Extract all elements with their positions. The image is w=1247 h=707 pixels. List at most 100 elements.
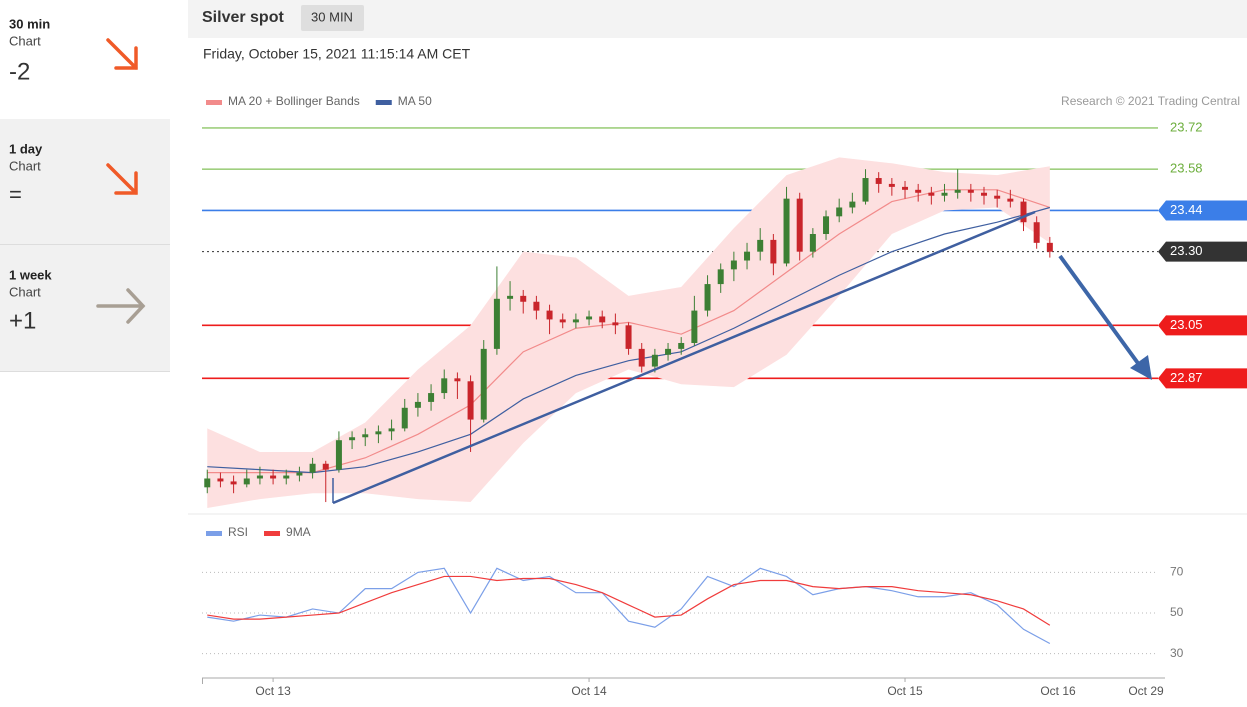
candle-body bbox=[454, 378, 461, 382]
candle-body bbox=[612, 322, 619, 326]
candle-body bbox=[717, 269, 724, 285]
legend-label: MA 20 + Bollinger Bands bbox=[228, 94, 360, 108]
candle-body bbox=[362, 434, 369, 438]
candle-body bbox=[480, 348, 487, 420]
panel[interactable] bbox=[0, 0, 170, 118]
candle-body bbox=[283, 475, 290, 479]
candle-body bbox=[783, 198, 790, 264]
candle-body bbox=[1020, 201, 1027, 223]
line bbox=[207, 575, 1051, 626]
candle-body bbox=[414, 401, 421, 408]
candle-body bbox=[428, 393, 435, 402]
candle-body bbox=[309, 463, 316, 473]
title: Silver spot bbox=[202, 9, 284, 26]
level-tag bbox=[1158, 315, 1247, 336]
y-tick-label: 30 bbox=[1170, 646, 1184, 660]
timestamp: Friday, October 15, 2021 11:15:14 AM CET bbox=[203, 46, 471, 62]
candle-body bbox=[651, 354, 658, 367]
line bbox=[207, 567, 1051, 645]
level-tag bbox=[1158, 368, 1247, 389]
trend-line bbox=[332, 210, 1036, 505]
candle-body bbox=[981, 192, 988, 196]
candle-body bbox=[809, 234, 816, 252]
candle-body bbox=[757, 239, 764, 252]
label: Chart bbox=[9, 158, 41, 173]
x-tick-label: Oct 15 bbox=[887, 684, 923, 698]
legend-label: RSI bbox=[228, 525, 248, 539]
legend-swatch bbox=[206, 100, 222, 105]
candle-body bbox=[770, 239, 777, 264]
candle-body bbox=[349, 437, 356, 441]
level-label: 22.87 bbox=[1170, 370, 1203, 385]
candle-body bbox=[1046, 242, 1053, 252]
interval-button[interactable] bbox=[301, 5, 364, 31]
candle-body bbox=[599, 316, 606, 323]
y-tick-label: 50 bbox=[1170, 605, 1184, 619]
candle-body bbox=[967, 189, 974, 193]
legend-label: 9MA bbox=[286, 525, 311, 539]
candle-body bbox=[441, 378, 448, 394]
candle-body bbox=[915, 189, 922, 193]
legend-swatch bbox=[375, 100, 392, 105]
candle-body bbox=[243, 478, 250, 485]
candle-body bbox=[1033, 222, 1040, 243]
candle-body bbox=[928, 192, 935, 196]
candle-body bbox=[586, 316, 593, 320]
arrow-icon bbox=[96, 288, 146, 324]
candle-body bbox=[559, 319, 566, 323]
label: Chart bbox=[9, 284, 41, 299]
x-tick-label: Oct 16 bbox=[1040, 684, 1076, 698]
legend-label: MA 50 bbox=[398, 94, 432, 108]
candle-body bbox=[862, 178, 869, 202]
score: = bbox=[9, 182, 22, 207]
candle-body bbox=[902, 186, 909, 190]
candle-body bbox=[849, 201, 856, 208]
candle-body bbox=[533, 301, 540, 311]
candle-body bbox=[493, 298, 500, 349]
interval[interactable]: 30 MIN bbox=[311, 9, 353, 24]
legend-swatch bbox=[206, 531, 222, 536]
panel[interactable] bbox=[0, 119, 170, 244]
candle-body bbox=[704, 284, 711, 311]
x-tick-label: Oct 29 bbox=[1128, 684, 1164, 698]
candle-body bbox=[375, 431, 382, 435]
legend-swatch bbox=[264, 531, 281, 536]
candle-body bbox=[546, 310, 553, 320]
period: 1 day bbox=[9, 141, 43, 156]
candle-body bbox=[625, 325, 632, 349]
level-label: 23.05 bbox=[1170, 317, 1203, 332]
candle-body bbox=[954, 189, 961, 193]
label: Chart bbox=[9, 33, 41, 48]
candle-body bbox=[296, 472, 303, 476]
candle-body bbox=[507, 295, 514, 299]
x-tick-label: Oct 13 bbox=[255, 684, 291, 698]
arrow-icon bbox=[106, 38, 138, 195]
candle-body bbox=[217, 478, 224, 482]
plot: MA 20 + Bollinger Bands MA 50 23.72 23.58 23… bbox=[202, 94, 1247, 698]
candle-body bbox=[836, 207, 843, 217]
candle-body bbox=[388, 428, 395, 432]
candle-body bbox=[256, 475, 263, 479]
candle-body bbox=[744, 251, 751, 261]
forecast-arrow bbox=[1058, 254, 1142, 368]
candle-body bbox=[888, 183, 895, 187]
level-tag bbox=[1158, 200, 1247, 221]
candle-body bbox=[401, 407, 408, 429]
candle-body bbox=[467, 381, 474, 420]
forecast-arrow bbox=[1130, 355, 1152, 380]
level-label: 23.72 bbox=[1170, 119, 1203, 134]
candle-body bbox=[230, 481, 237, 485]
x-tick-label: Oct 14 bbox=[571, 684, 607, 698]
candle-body bbox=[572, 319, 579, 323]
candle-body bbox=[875, 178, 882, 184]
period: 30 min bbox=[9, 16, 50, 31]
candle-body bbox=[322, 463, 329, 470]
candle-body bbox=[678, 342, 685, 349]
candle-body bbox=[994, 195, 1001, 199]
candle-body bbox=[520, 295, 527, 302]
candle-body bbox=[204, 478, 211, 488]
level-label: 23.44 bbox=[1170, 202, 1203, 217]
candle-body bbox=[665, 348, 672, 355]
